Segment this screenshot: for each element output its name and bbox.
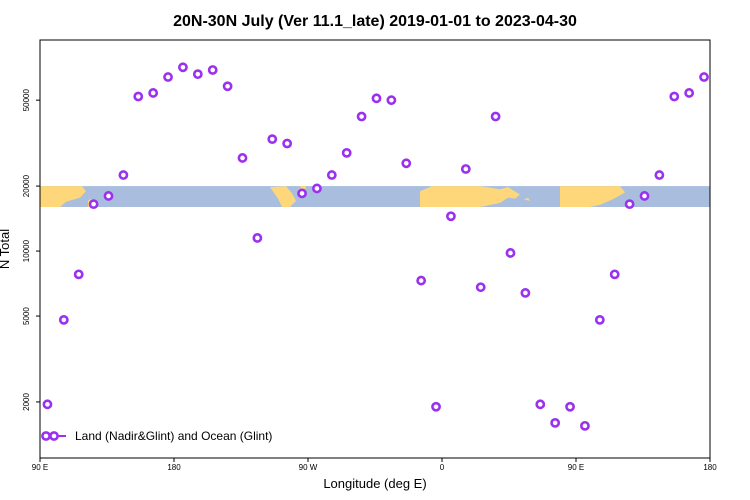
data-point — [699, 72, 709, 82]
y-axis-label: N Total — [0, 229, 12, 269]
data-point — [609, 269, 620, 280]
data-point — [565, 401, 575, 412]
x-tick-label: 90 E — [568, 463, 584, 472]
data-point — [594, 314, 605, 325]
data-point — [103, 191, 114, 201]
land-mass — [524, 197, 530, 201]
data-points — [42, 62, 709, 431]
land-mass — [560, 186, 625, 207]
y-axis-ticks: 2000 5000 10000 20000 50000 — [22, 89, 40, 411]
data-point — [326, 170, 337, 180]
data-point — [624, 199, 635, 210]
data-point — [654, 170, 665, 180]
x-axis-ticks: 90 E 180 90 W 0 90 E 180 — [32, 458, 717, 472]
data-point — [580, 420, 590, 431]
y-tick-label: 2000 — [22, 393, 31, 411]
data-point — [550, 417, 561, 428]
x-tick-label: 180 — [703, 463, 717, 472]
x-axis-label: Longitude (deg E) — [323, 476, 426, 491]
plot-frame — [39, 39, 711, 459]
x-tick-label: 90 W — [299, 463, 318, 472]
data-point — [490, 111, 501, 122]
x-tick-label: 180 — [167, 463, 181, 472]
y-tick-label: 10000 — [22, 239, 31, 262]
data-point — [312, 183, 322, 194]
data-point — [282, 138, 293, 149]
legend: Land (Nadir&Glint) and Ocean (Glint) — [41, 429, 272, 443]
data-point — [684, 88, 695, 98]
data-point — [371, 93, 382, 104]
data-point — [475, 282, 486, 293]
land-mass — [420, 186, 520, 207]
y-tick-label: 5000 — [22, 307, 31, 325]
chart-title: 20N-30N July (Ver 11.1_late) 2019-01-01 … — [173, 13, 577, 30]
legend-marker — [49, 431, 59, 441]
data-point — [356, 111, 367, 122]
land-mass — [40, 186, 86, 207]
map-band — [40, 186, 710, 207]
data-point — [207, 65, 218, 75]
data-point — [148, 88, 159, 98]
data-point — [669, 91, 680, 102]
land-mass — [270, 186, 296, 207]
data-point — [133, 91, 144, 102]
data-point — [341, 147, 352, 158]
data-point — [192, 69, 203, 80]
data-point — [222, 81, 233, 92]
data-point — [505, 248, 516, 258]
x-tick-label: 0 — [440, 463, 445, 472]
data-point — [88, 199, 99, 210]
data-point — [73, 269, 84, 280]
data-point — [446, 211, 456, 222]
data-point — [460, 164, 471, 174]
data-point — [386, 95, 397, 106]
data-point — [416, 275, 427, 286]
data-point — [639, 191, 650, 201]
data-point — [237, 153, 248, 163]
x-tick-label: 90 E — [32, 463, 48, 472]
data-point — [297, 188, 307, 199]
data-point — [535, 399, 546, 410]
data-point — [252, 233, 263, 243]
data-point — [178, 62, 188, 73]
data-point — [118, 170, 129, 180]
legend-label: Land (Nadir&Glint) and Ocean (Glint) — [75, 429, 272, 443]
data-point — [520, 288, 531, 298]
data-point — [267, 134, 278, 145]
data-point — [58, 314, 69, 325]
y-tick-label: 20000 — [22, 174, 31, 197]
ocean-band — [40, 186, 710, 207]
data-point — [431, 401, 441, 412]
data-point — [401, 158, 412, 169]
data-point — [42, 399, 53, 410]
legend-marker — [41, 431, 51, 441]
data-point — [163, 72, 173, 82]
y-tick-label: 50000 — [22, 89, 31, 112]
